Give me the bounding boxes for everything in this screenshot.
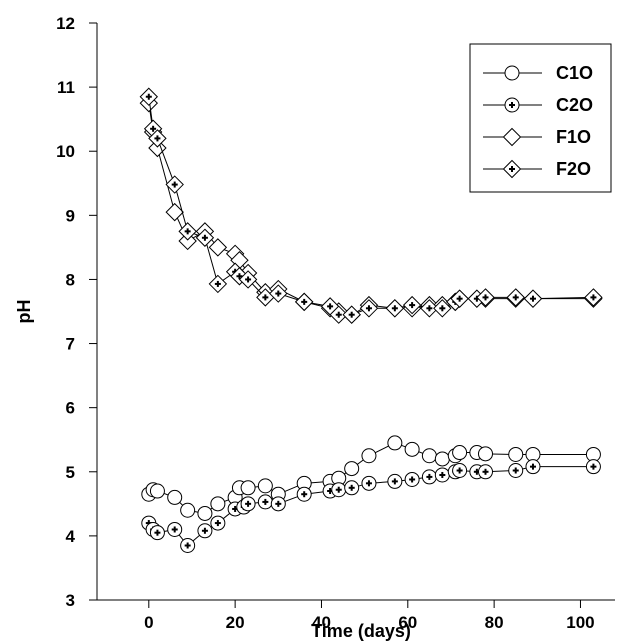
data-point-C1O [210, 496, 226, 512]
data-point-C2O [387, 473, 403, 489]
legend-marker [502, 159, 522, 179]
data-point-F2O [584, 288, 603, 307]
data-point-F1O [165, 202, 184, 222]
data-point-F2O [385, 299, 405, 318]
x-tick-label: 60 [398, 613, 417, 632]
data-point-C1O [344, 461, 360, 477]
legend-item-C1O: C1O [483, 63, 593, 83]
data-point-C1O [452, 445, 468, 461]
data-point-C2O [296, 486, 312, 502]
plot-area [139, 87, 603, 554]
data-point-F2O [208, 274, 228, 294]
legend-item-C2O: C2O [483, 95, 593, 115]
data-point-C2O [257, 494, 273, 510]
data-point-C2O [167, 521, 183, 537]
legend-item-F2O: F2O [483, 159, 591, 179]
y-tick-label: 4 [66, 527, 76, 546]
y-tick-label: 3 [66, 591, 75, 610]
data-point-C2O [180, 538, 196, 554]
data-point-F2O [506, 288, 525, 307]
data-point-C1O [508, 446, 524, 462]
y-tick-label: 6 [66, 399, 75, 418]
data-point-C2O [197, 523, 213, 539]
data-point-F2O [450, 289, 469, 308]
y-axis-label: pH [14, 300, 34, 324]
y-tick-label: 10 [56, 142, 75, 161]
data-point-F2O [433, 299, 452, 318]
x-tick-label: 80 [485, 613, 504, 632]
data-point-F2O [195, 228, 215, 247]
legend-marker [504, 97, 520, 113]
legend-label: C1O [556, 63, 593, 83]
y-tick-label: 5 [66, 463, 75, 482]
legend: C1O C2O F1O F2O [469, 43, 612, 193]
x-tick-label: 40 [312, 613, 331, 632]
data-point-C2O [452, 462, 468, 478]
data-point-C2O [240, 496, 256, 512]
y-tick-label: 8 [66, 270, 75, 289]
axes: 3 4 5 6 7 8 9 10 11 12 0 20 40 60 80 100 Time (days) pH [14, 14, 615, 641]
data-point-C1O [149, 483, 165, 499]
data-point-C2O [149, 525, 165, 541]
x-axis-label: Time (days) [311, 621, 411, 641]
data-point-F2O [269, 284, 288, 303]
data-point-C1O [434, 451, 450, 467]
data-point-C1O [361, 448, 377, 464]
data-point-C2O [270, 496, 286, 512]
data-point-C2O [508, 462, 524, 478]
series-C2O [141, 459, 601, 554]
data-point-C1O [478, 446, 493, 462]
legend-label: C2O [556, 95, 593, 115]
data-point-F2O [165, 175, 184, 194]
legend-item-F1O: F1O [483, 127, 591, 147]
data-point-F1O [148, 138, 167, 158]
data-point-C1O [180, 502, 196, 518]
x-tick-label: 100 [566, 613, 594, 632]
legend-box [469, 43, 612, 193]
data-point-F2O [238, 270, 258, 289]
data-point-C2O [404, 471, 420, 487]
y-tick-label: 9 [66, 206, 75, 225]
x-tick-label: 20 [226, 613, 245, 632]
data-point-C2O [434, 467, 450, 483]
data-point-F2O [148, 129, 167, 148]
data-point-C1O [240, 480, 256, 496]
legend-label: F1O [556, 127, 591, 147]
data-point-C1O [197, 505, 213, 521]
y-tick-label: 12 [56, 14, 75, 33]
data-point-F2O [178, 222, 197, 241]
data-point-F2O [523, 289, 543, 308]
data-point-F2O [139, 87, 159, 106]
legend-label: F2O [556, 159, 591, 179]
data-point-C1O [387, 435, 403, 451]
data-point-C2O [331, 482, 347, 498]
data-point-C2O [478, 464, 493, 480]
x-tick-label: 0 [144, 613, 153, 632]
data-point-F2O [329, 305, 348, 324]
data-point-C1O [404, 441, 420, 457]
legend-marker [502, 127, 522, 147]
data-point-F2O [476, 288, 495, 307]
data-point-C2O [585, 459, 601, 475]
data-point-F2O [294, 292, 314, 312]
data-point-F1O [208, 238, 228, 257]
data-point-F2O [359, 299, 379, 318]
data-point-C2O [525, 459, 541, 475]
data-point-F2O [342, 305, 361, 324]
data-point-F2O [402, 295, 422, 315]
data-point-C1O [167, 489, 183, 505]
data-point-C1O [257, 478, 273, 494]
data-point-C1O [421, 448, 437, 464]
data-point-F2O [420, 299, 439, 318]
data-point-C2O [344, 480, 360, 496]
data-point-C2O [210, 515, 226, 531]
data-point-C2O [421, 469, 437, 485]
data-point-F1O [178, 231, 197, 251]
legend-marker [504, 65, 520, 81]
y-tick-label: 7 [66, 335, 75, 354]
series-F2O [139, 87, 603, 324]
y-tick-label: 11 [57, 78, 75, 97]
data-point-C2O [361, 475, 377, 491]
